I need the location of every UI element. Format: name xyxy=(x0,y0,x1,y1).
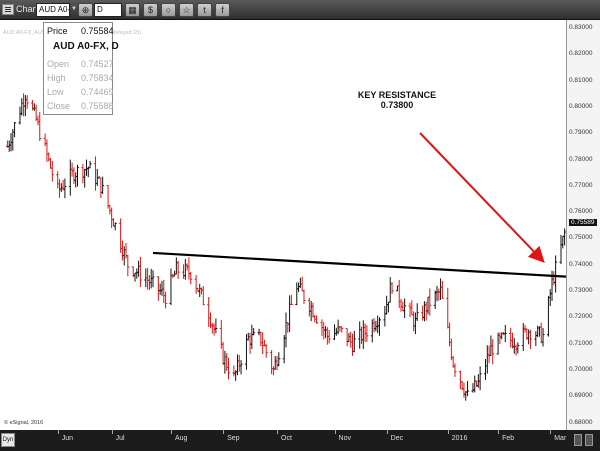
dynamic-scale-button[interactable]: Dyn xyxy=(1,433,15,447)
symbol-input[interactable]: AUD A0-FX xyxy=(36,3,70,17)
time-axis-label: Dec xyxy=(390,435,404,442)
time-axis-tick xyxy=(386,430,388,434)
high-value: 0.75834 xyxy=(81,73,114,83)
low-value: 0.74469 xyxy=(81,87,114,97)
time-axis-tick xyxy=(170,430,172,434)
circle-icon[interactable]: ○ xyxy=(161,3,176,17)
chart-toolbar: Chart AUD A0-FX ▼ ⊕ D ▦ $ ○ ☆ t f xyxy=(0,0,600,20)
price-label: Price xyxy=(47,26,68,36)
time-axis-tick xyxy=(57,430,59,434)
symbol-link-button[interactable]: ⊕ xyxy=(78,3,93,17)
price-chart[interactable] xyxy=(0,20,567,430)
resistance-trendline xyxy=(152,251,567,278)
dollar-icon[interactable]: $ xyxy=(143,3,158,17)
time-axis-label: Mar xyxy=(554,435,567,442)
time-axis-tick xyxy=(277,430,278,434)
price-tick-label: 0.72000 xyxy=(569,313,593,321)
price-tick-label: 0.76000 xyxy=(569,208,593,216)
scroll-left-button[interactable] xyxy=(574,434,582,446)
time-axis-label: Oct xyxy=(281,435,292,442)
key-resistance-label: KEY RESISTANCE 0.73800 xyxy=(352,90,442,110)
open-value: 0.74527 xyxy=(81,59,114,69)
interval-input[interactable]: D xyxy=(94,3,122,17)
price-tick-label: 0.68000 xyxy=(569,418,593,426)
grid-icon[interactable]: ▦ xyxy=(125,3,140,17)
price-tick-label: 0.70000 xyxy=(569,366,593,374)
time-axis-label: 2016 xyxy=(451,435,468,442)
data-window[interactable]: Price 0.75584 AUD A0-FX, D Open 0.74527 … xyxy=(43,22,119,115)
data-window-symbol: AUD A0-FX, D xyxy=(53,41,119,52)
price-tick-label: 0.77000 xyxy=(569,181,593,189)
current-price-marker: 0.75589 xyxy=(569,218,597,226)
time-axis-label: Jul xyxy=(115,435,125,442)
window-title: Chart xyxy=(16,4,39,14)
twitter-icon[interactable]: t xyxy=(197,3,212,17)
price-tick-label: 0.83000 xyxy=(569,23,593,31)
time-axis-tick xyxy=(498,430,500,434)
resistance-arrow xyxy=(419,132,545,263)
time-axis-label: Jun xyxy=(61,435,74,442)
price-tick-label: 0.71000 xyxy=(569,339,593,347)
open-label: Open xyxy=(47,59,70,69)
facebook-icon[interactable]: f xyxy=(215,3,230,17)
chart-window-icon[interactable] xyxy=(2,4,14,15)
time-axis-tick xyxy=(223,430,225,434)
time-axis-tick xyxy=(334,430,336,434)
time-axis-tick xyxy=(550,430,552,434)
price-tick-label: 0.79000 xyxy=(569,129,593,137)
price-tick-label: 0.69000 xyxy=(569,392,593,400)
annotation-line-1: KEY RESISTANCE xyxy=(357,90,437,100)
symbol-dropdown-icon[interactable]: ▼ xyxy=(71,6,77,12)
low-label: Low xyxy=(47,87,64,97)
price-tick-label: 0.75000 xyxy=(569,234,593,242)
close-value: 0.75588 xyxy=(81,101,114,111)
price-axis[interactable]: 0.83000 0.82000 0.81000 0.80000 0.79000 0.780… xyxy=(566,20,600,430)
price-value: 0.75584 xyxy=(81,26,114,36)
price-tick-label: 0.78000 xyxy=(569,155,593,163)
price-tick-label: 0.74000 xyxy=(569,260,593,268)
time-axis-label: Aug xyxy=(174,435,188,442)
time-axis[interactable]: Dyn Jun Jul Aug Sep Oct Nov Dec 2016 Feb Mar xyxy=(0,430,600,451)
time-axis-label: Nov xyxy=(338,435,351,442)
close-label: Close xyxy=(47,101,71,111)
high-label: High xyxy=(47,73,66,83)
price-tick-label: 0.81000 xyxy=(569,76,593,84)
time-axis-label: Sep xyxy=(227,435,240,442)
price-tick-label: 0.73000 xyxy=(569,287,593,295)
time-axis-tick xyxy=(447,430,449,434)
star-icon[interactable]: ☆ xyxy=(179,3,194,17)
annotation-line-2: 0.73800 xyxy=(380,100,414,110)
time-axis-label: Feb xyxy=(502,435,515,442)
scroll-right-button[interactable] xyxy=(585,434,593,446)
time-axis-tick xyxy=(111,430,113,434)
price-tick-label: 0.80000 xyxy=(569,102,593,110)
price-tick-label: 0.82000 xyxy=(569,50,593,58)
copyright-label: © eSignal, 2016 xyxy=(4,420,44,426)
